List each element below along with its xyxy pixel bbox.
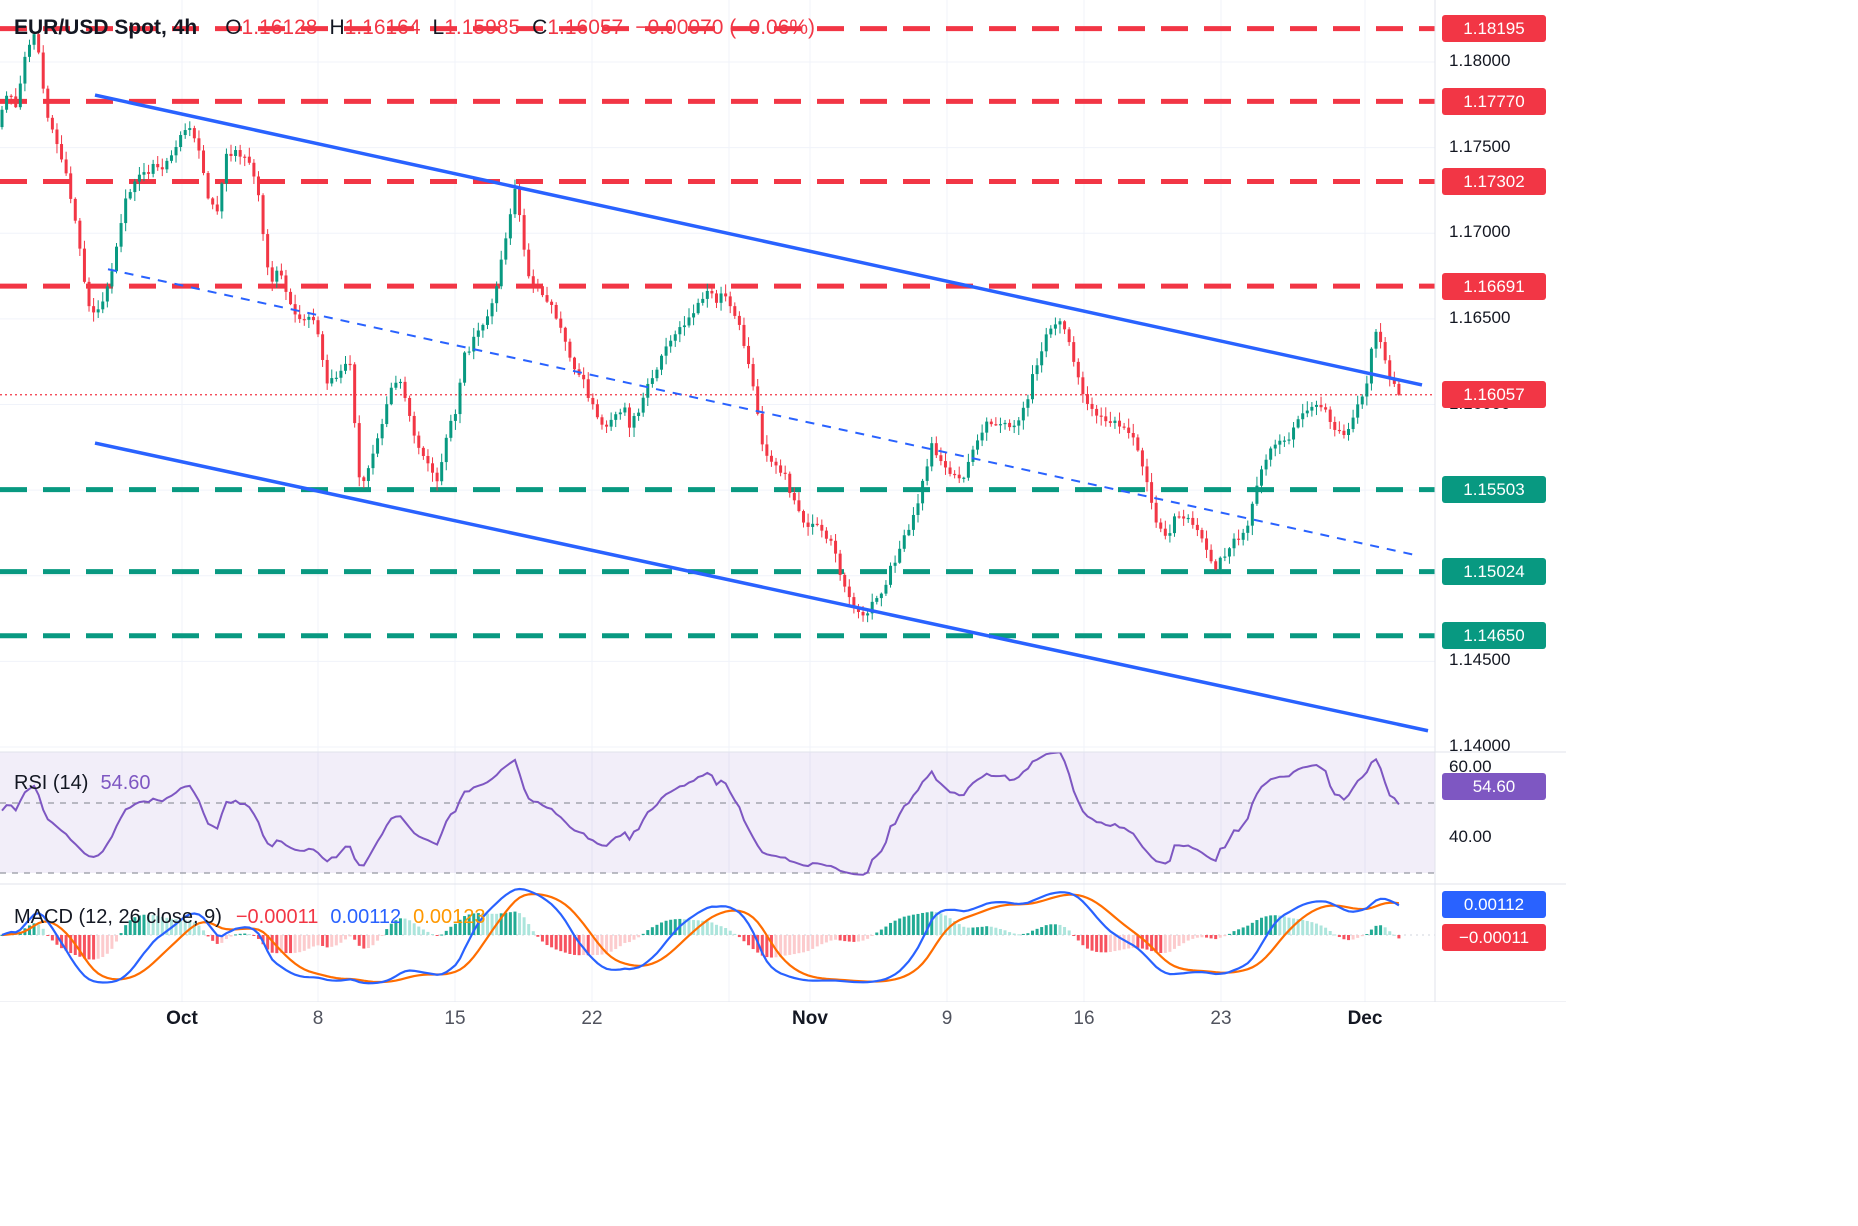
rsi-header: RSI (14) 54.60 — [14, 772, 151, 795]
open-label: O — [225, 16, 242, 39]
price-axis[interactable]: 1.180001.175001.170001.165001.160001.155… — [1435, 0, 1595, 1002]
time-tick-label: 15 — [444, 1008, 466, 1029]
price-tick-label: 1.14500 — [1449, 650, 1511, 670]
time-tick-label: 8 — [312, 1008, 324, 1029]
chart-canvas[interactable] — [0, 0, 1566, 1036]
macd-hist-value: −0.00011 — [235, 906, 319, 928]
support-badge: 1.15024 — [1442, 558, 1546, 586]
rsi-tick-label: 60.00 — [1449, 757, 1492, 776]
symbol-title[interactable]: EUR/USD Spot, 4h — [14, 16, 198, 39]
price-levels — [0, 26, 1435, 639]
high-label: H — [329, 16, 345, 39]
close-label: C — [532, 16, 548, 39]
price-tick-label: 1.14000 — [1449, 736, 1511, 755]
macd-hist-badge: −0.00011 — [1442, 924, 1546, 952]
price-tick-label: 1.17500 — [1449, 136, 1511, 156]
price-tick-label: 1.16500 — [1449, 307, 1511, 327]
resistance-badge: 1.17770 — [1442, 87, 1546, 115]
rsi-tick-label: 40.00 — [1449, 827, 1492, 846]
rsi-value-badge: 54.60 — [1442, 773, 1546, 801]
macd-value-badge: 0.00112 — [1442, 891, 1546, 919]
change-value: −0.00070 (−0.06%) — [635, 16, 816, 39]
macd-label[interactable]: MACD (12, 26 close, 9) — [14, 906, 222, 928]
time-tick-label: Nov — [792, 1008, 828, 1029]
channel-mid-dashed-line[interactable] — [107, 268, 1417, 557]
rsi-line[interactable] — [1, 752, 1400, 876]
rsi-band — [0, 752, 1435, 874]
resistance-badge: 1.16691 — [1442, 272, 1546, 300]
price-tick-label: 1.18000 — [1449, 51, 1511, 70]
time-tick-label: 16 — [1073, 1008, 1095, 1029]
time-axis[interactable]: Oct 8 15 22 Nov 9 16 23 Dec — [0, 1002, 1566, 1036]
open-value: 1.16128 — [241, 16, 318, 39]
macd-pane — [0, 887, 1435, 985]
time-tick-label: Oct — [166, 1008, 198, 1029]
macd-header: MACD (12, 26 close, 9) −0.00011 0.00112 0.0… — [14, 906, 485, 929]
last-price-badge: 1.16057 — [1442, 381, 1546, 409]
price-tick-label: 1.17000 — [1449, 222, 1511, 242]
macd-line[interactable] — [1, 887, 1400, 985]
time-tick-label: 9 — [941, 1008, 953, 1029]
close-value: 1.16057 — [547, 16, 624, 39]
candlestick-series[interactable] — [0, 31, 1401, 623]
rsi-current-value: 54.60 — [100, 772, 151, 794]
resistance-badge: 1.18195 — [1442, 15, 1546, 43]
high-value: 1.16164 — [344, 16, 421, 39]
time-tick-label: Dec — [1347, 1008, 1383, 1029]
rsi-label[interactable]: RSI (14) — [14, 772, 89, 794]
time-tick-label: 23 — [1210, 1008, 1232, 1029]
channel-lower-line[interactable] — [94, 441, 1429, 733]
macd-line-value: 0.00112 — [330, 906, 402, 928]
channel-upper-line[interactable] — [94, 93, 1423, 387]
support-badge: 1.14650 — [1442, 622, 1546, 650]
symbol-header: EUR/USD Spot, 4h O1.16128 H1.16164 L1.15985… — [14, 16, 815, 40]
time-tick-label: 22 — [581, 1008, 603, 1029]
macd-signal-value: 0.00123 — [413, 906, 486, 928]
support-badge: 1.15503 — [1442, 476, 1546, 504]
low-label: L — [432, 16, 445, 39]
resistance-badge: 1.17302 — [1442, 168, 1546, 196]
low-value: 1.15985 — [444, 16, 521, 39]
